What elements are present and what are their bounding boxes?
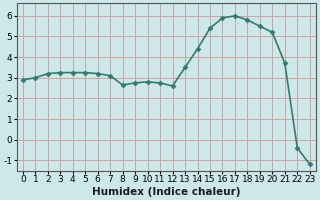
- X-axis label: Humidex (Indice chaleur): Humidex (Indice chaleur): [92, 187, 241, 197]
